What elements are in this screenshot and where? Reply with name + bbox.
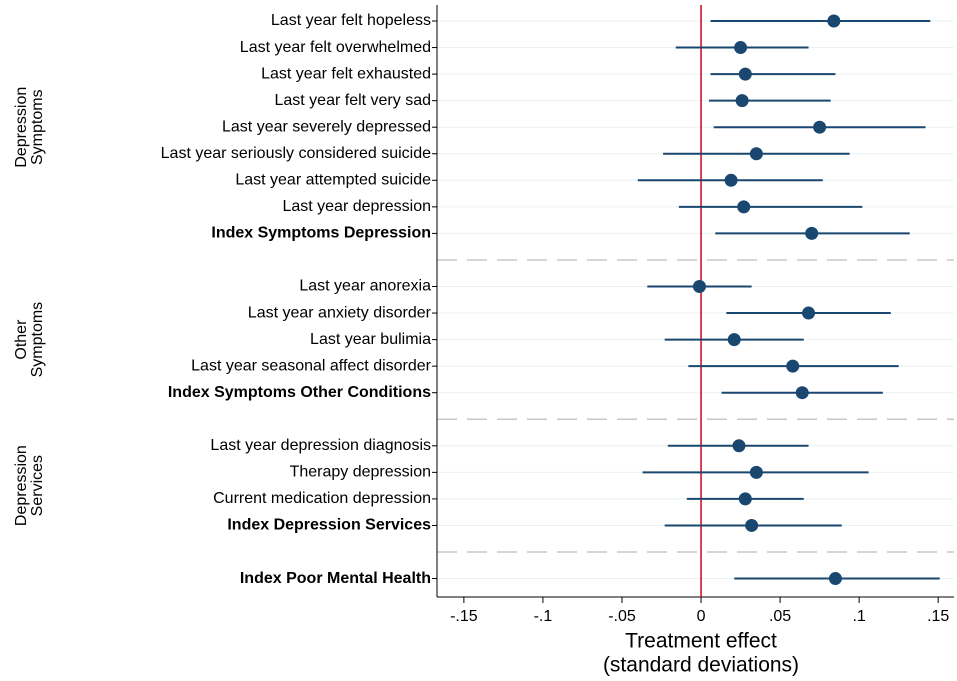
category-label: Last year depression diagnosis: [210, 437, 431, 454]
category-label: Last year severely depressed: [222, 118, 431, 135]
x-axis-title: (standard deviations): [603, 654, 799, 677]
x-tick-label: 0: [697, 608, 706, 625]
category-label: Last year bulimia: [310, 331, 431, 348]
point-estimate: [749, 465, 763, 479]
point-estimate: [827, 14, 841, 28]
category-label: Last year attempted suicide: [235, 172, 431, 189]
category-label: Index Symptoms Depression: [211, 225, 431, 242]
point-estimate: [732, 439, 746, 453]
group-label: Symptoms: [29, 89, 46, 165]
point-estimate: [802, 306, 816, 320]
category-label: Last year felt exhausted: [261, 65, 431, 82]
category-label: Therapy depression: [290, 464, 431, 481]
x-tick-label: .05: [769, 608, 791, 625]
category-label: Last year felt hopeless: [271, 12, 431, 29]
point-estimate: [828, 572, 842, 586]
category-label: Index Poor Mental Health: [240, 570, 431, 587]
point-estimate: [735, 94, 749, 108]
category-label: Last year anxiety disorder: [248, 304, 432, 321]
group-label: Depression: [13, 445, 30, 526]
category-label: Current medication depression: [213, 490, 431, 507]
group-label: Depression: [13, 87, 30, 168]
category-label: Last year depression: [282, 198, 431, 215]
point-estimate: [692, 280, 706, 293]
category-label: Last year seasonal affect disorder: [191, 357, 432, 374]
x-tick-label: .1: [852, 608, 865, 625]
point-estimate: [786, 359, 800, 373]
x-tick-label: .15: [927, 608, 949, 625]
point-estimate: [738, 67, 752, 81]
point-estimate: [724, 173, 738, 187]
category-label: Last year felt overwhelmed: [240, 39, 431, 56]
category-label: Last year felt very sad: [274, 92, 431, 109]
group-label: Symptoms: [29, 302, 46, 378]
x-tick-label: -.1: [534, 608, 553, 625]
point-estimate: [805, 226, 819, 240]
category-label: Index Symptoms Other Conditions: [168, 384, 431, 401]
x-tick-label: -.05: [608, 608, 636, 625]
point-estimate: [745, 518, 759, 532]
point-estimate: [813, 120, 827, 134]
point-estimate: [795, 386, 809, 400]
x-axis-title: Treatment effect: [625, 630, 777, 653]
x-tick-label: -.15: [450, 608, 478, 625]
category-label: Last year seriously considered suicide: [161, 145, 431, 162]
category-label: Last year anorexia: [299, 278, 431, 295]
point-estimate: [727, 333, 741, 347]
point-estimate: [734, 41, 748, 55]
point-estimate: [737, 200, 751, 214]
point-estimate: [738, 492, 752, 506]
point-estimate: [749, 147, 763, 161]
group-label: Other: [13, 319, 30, 360]
group-label: Services: [29, 455, 46, 516]
category-label: Index Depression Services: [227, 517, 431, 534]
